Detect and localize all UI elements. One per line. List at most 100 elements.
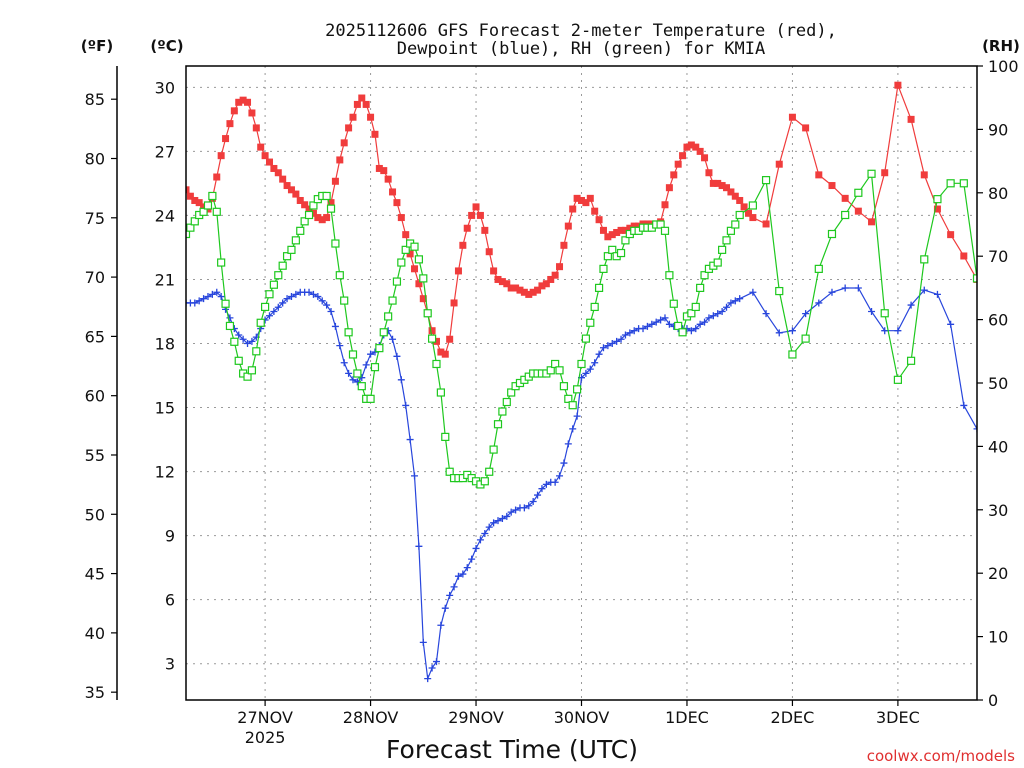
dewpoint-point: [534, 491, 542, 499]
temperature-point: [679, 152, 687, 160]
dewpoint-point: [490, 519, 498, 527]
credit-link[interactable]: coolwx.com/models: [867, 747, 1015, 765]
x-axis-title: Forecast Time (UTC): [386, 735, 638, 764]
temperature-point: [525, 290, 533, 298]
rh-point: [608, 245, 617, 254]
temperature-point: [419, 295, 427, 303]
dewpoint-point: [723, 303, 731, 311]
temperature-point: [314, 214, 322, 222]
dewpoint-point: [564, 440, 572, 448]
rh-point: [344, 328, 353, 337]
fahrenheit-tick-label: 75: [85, 209, 105, 228]
rh-point: [348, 350, 358, 359]
rh-point: [735, 210, 744, 220]
dewpoint-point: [538, 485, 546, 493]
dewpoint-point: [498, 515, 506, 523]
dewpoint-point: [815, 299, 823, 307]
rh-point: [987, 360, 994, 367]
rh-unit-label: (RH): [982, 37, 1020, 55]
rh-point: [331, 239, 340, 248]
temperature-point: [283, 182, 291, 190]
rh-point: [309, 201, 318, 210]
temperature-point: [744, 209, 752, 217]
rh-point: [296, 226, 305, 235]
rh-point: [551, 359, 560, 369]
time-tick-label: 27NOV: [237, 708, 293, 727]
dewpoint-point: [340, 359, 348, 367]
fahrenheit-tick-label: 70: [85, 268, 105, 287]
series-relative-humidity: [186, 169, 994, 489]
dewpoint-point: [327, 307, 335, 315]
rh-point: [230, 337, 239, 346]
celsius-tick-label: 30: [155, 78, 175, 97]
temperature-point: [287, 186, 295, 194]
temperature-point: [560, 241, 568, 249]
rh-point: [414, 255, 424, 264]
dewpoint-point: [305, 288, 313, 296]
dewpoint-point: [701, 318, 709, 326]
temperature-point: [252, 124, 260, 132]
rh-point: [265, 290, 274, 299]
rh-point: [493, 420, 503, 429]
rh-point: [441, 432, 450, 441]
temperature-point: [437, 348, 445, 356]
rh-point: [841, 210, 850, 220]
temperature-point: [274, 169, 282, 177]
rh-point: [564, 394, 573, 403]
chart-title-line-2: Dewpoint (blue), RH (green) for KMIA: [397, 39, 765, 59]
gridlines: [186, 66, 977, 700]
temperature-point: [186, 186, 190, 194]
temperature-point: [802, 124, 810, 132]
rh-point: [489, 445, 498, 454]
dewpoint-point: [213, 288, 221, 296]
dewpoint-point: [604, 342, 612, 350]
temperature-point: [230, 107, 238, 115]
rh-point: [388, 296, 397, 305]
dewpoint-point: [389, 335, 397, 343]
rh-point: [959, 179, 968, 188]
temperature-point: [349, 113, 357, 121]
temperature-point: [261, 152, 269, 160]
temperature-point: [323, 214, 331, 222]
time-tick-label: 28NOV: [343, 708, 399, 727]
rh-point: [485, 467, 494, 476]
temperature-point: [828, 182, 836, 190]
rh-point: [221, 299, 230, 308]
rh-point: [748, 201, 757, 210]
dewpoint-point: [503, 512, 511, 520]
rh-point: [581, 334, 590, 343]
temperature-point: [380, 167, 388, 175]
temperature-point: [213, 173, 221, 181]
dewpoint-point: [318, 297, 326, 305]
temperature-point: [731, 192, 739, 200]
dewpoint-point: [217, 293, 225, 301]
temperature-point: [494, 275, 502, 283]
dewpoint-point: [402, 401, 410, 409]
dewpoint-point: [393, 352, 401, 360]
temperature-point: [709, 179, 717, 187]
fahrenheit-tick-label: 85: [85, 90, 105, 109]
rh-point: [498, 407, 507, 416]
dewpoint-point: [336, 342, 344, 350]
rh-point: [300, 217, 309, 226]
dewpoint-point: [191, 299, 199, 307]
dewpoint-point: [331, 322, 339, 330]
dewpoint-point: [446, 591, 454, 599]
rh-point: [906, 356, 916, 365]
rh-point: [726, 226, 736, 235]
temperature-point: [331, 177, 339, 185]
rh-point: [274, 271, 283, 280]
rh-tick-label: 40: [988, 437, 1008, 456]
rh-point: [718, 245, 727, 254]
rh-point: [190, 217, 199, 226]
dewpoint-point: [775, 329, 783, 337]
rh-point: [933, 195, 942, 204]
dewpoint-point: [626, 329, 634, 337]
rh-point: [217, 258, 226, 267]
dewpoint-point: [599, 344, 607, 352]
temperature-point: [635, 222, 643, 230]
celsius-tick-label: 15: [155, 399, 175, 418]
temperature-point: [582, 199, 590, 207]
rh-point: [568, 401, 577, 410]
